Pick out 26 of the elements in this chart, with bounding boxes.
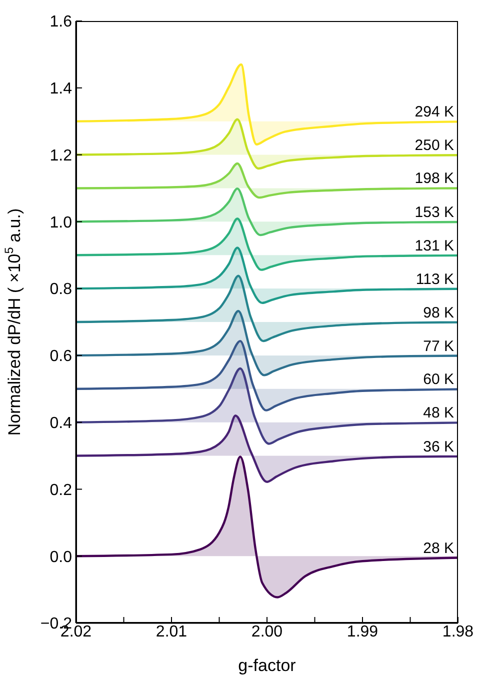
y-tick-label: 1.0: [50, 214, 72, 232]
series-label: 198 K: [414, 170, 454, 188]
series-label: 113 K: [416, 270, 454, 288]
series-label: 153 K: [414, 204, 454, 221]
y-tick-label: 0.2: [50, 482, 72, 499]
y-tick-label: 0.6: [50, 348, 72, 366]
x-tick-label: 1.98: [442, 623, 474, 640]
x-tick-label: 2.01: [156, 623, 188, 640]
y-tick-label: 0.0: [50, 548, 72, 566]
series-label: 60 K: [423, 371, 454, 388]
x-tick-label: 1.99: [346, 623, 378, 640]
series-label: 294 K: [414, 104, 454, 121]
x-axis-title: g-factor: [238, 656, 296, 675]
y-tick-label: 1.4: [50, 80, 72, 98]
y-tick-label: 1.6: [50, 14, 72, 31]
y-tick-label: 0.8: [50, 281, 72, 298]
series-label: 77 K: [423, 338, 454, 355]
y-tick-label: 1.2: [50, 147, 72, 164]
series-label: 48 K: [423, 404, 454, 422]
x-tick-label: 2.00: [251, 623, 283, 640]
series-label: 98 K: [423, 304, 454, 322]
y-tick-label: 0.4: [50, 415, 72, 432]
series-label: 28 K: [423, 540, 454, 557]
series-label: 250 K: [414, 137, 454, 154]
series-label: 36 K: [423, 438, 454, 456]
series-label: 131 K: [414, 237, 454, 254]
